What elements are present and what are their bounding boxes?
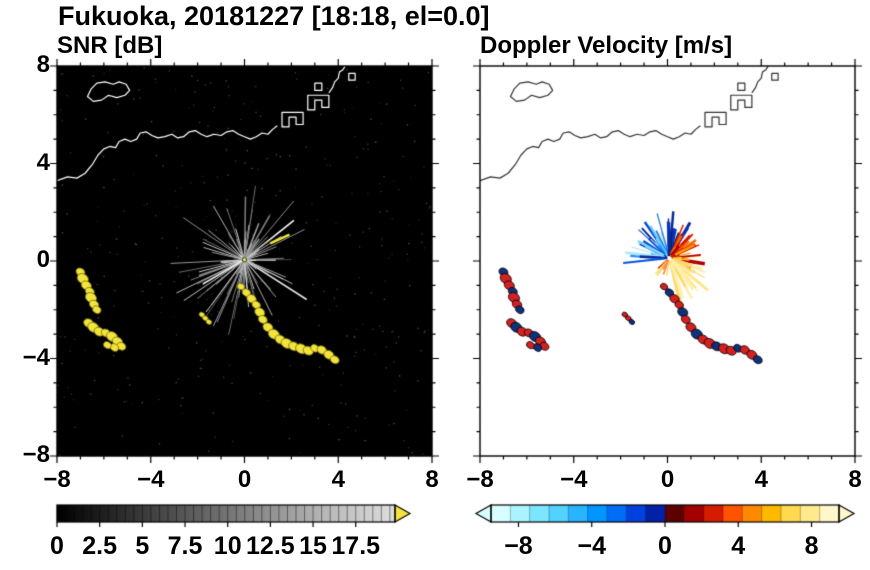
tick-label: −8 xyxy=(466,466,494,493)
tick-label: −8 xyxy=(43,466,71,493)
tick-label: 0 xyxy=(36,246,50,273)
tick-label: −4 xyxy=(137,466,165,493)
figure-title: Fukuoka, 20181227 [18:18, el=0.0] xyxy=(58,1,490,31)
tick-label: 8 xyxy=(848,466,862,493)
tick-label: 10 xyxy=(213,532,242,560)
tick-label: 7.5 xyxy=(167,532,203,560)
tick-label: 0 xyxy=(658,532,672,560)
tick-label: 5 xyxy=(135,532,150,560)
tick-label: 12.5 xyxy=(246,532,295,560)
tick-label: −4 xyxy=(22,343,50,371)
tick-label: −4 xyxy=(560,466,588,493)
tick-label: −8 xyxy=(504,532,533,560)
tick-label: 17.5 xyxy=(331,532,381,560)
tick-label: 0 xyxy=(237,466,252,493)
tick-label: 15 xyxy=(299,532,327,560)
tick-label: 4 xyxy=(731,532,746,560)
tick-label: 4 xyxy=(36,148,50,176)
panel-title-doppler-velocity: Doppler Velocity [m/s] xyxy=(480,32,733,59)
tick-label: 4 xyxy=(754,466,768,493)
tick-label: 0 xyxy=(50,532,64,560)
tick-label: −4 xyxy=(577,532,606,560)
tick-label: 0 xyxy=(660,466,675,493)
tick-label: 8 xyxy=(804,532,819,560)
tick-label: 8 xyxy=(425,466,439,493)
panel-title-snr: SNR [dB] xyxy=(57,32,163,59)
tick-label: 4 xyxy=(331,466,345,493)
tick-label: −8 xyxy=(22,441,50,468)
tick-label: 2.5 xyxy=(82,532,118,560)
tick-label: 8 xyxy=(36,51,50,78)
